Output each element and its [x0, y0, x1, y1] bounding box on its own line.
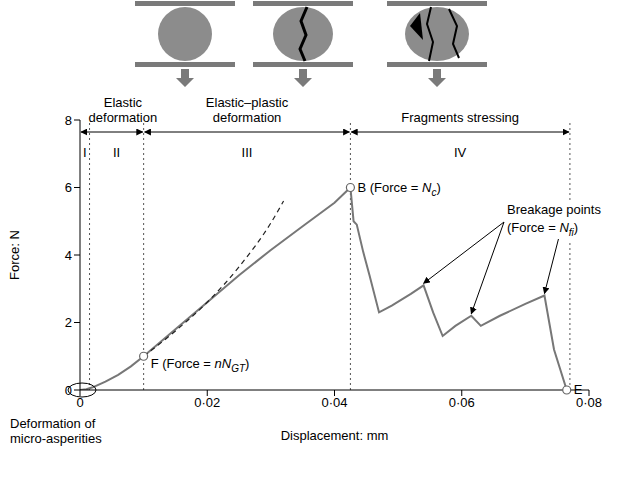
svg-text:0·06: 0·06 [449, 395, 475, 410]
svg-text:F (Force = nNGT): F (Force = nNGT) [151, 356, 250, 374]
svg-text:deformation: deformation [213, 110, 282, 125]
svg-text:Deformation of: Deformation of [10, 416, 96, 431]
svg-text:4: 4 [65, 248, 72, 263]
svg-text:Fragments stressing: Fragments stressing [401, 110, 519, 125]
svg-text:B (Force = Nc): B (Force = Nc) [357, 180, 440, 198]
svg-text:0: 0 [76, 395, 83, 410]
svg-text:0: 0 [65, 383, 72, 398]
svg-text:0·04: 0·04 [321, 395, 347, 410]
svg-text:6: 6 [65, 180, 72, 195]
svg-text:Displacement: mm: Displacement: mm [281, 428, 389, 443]
svg-text:0·02: 0·02 [194, 395, 220, 410]
svg-text:II: II [113, 145, 120, 160]
svg-text:IV: IV [454, 145, 467, 160]
svg-text:E: E [574, 382, 583, 397]
svg-text:0·08: 0·08 [576, 395, 602, 410]
svg-text:Force: N: Force: N [7, 230, 22, 280]
svg-text:(Force = Nfi): (Force = Nfi) [507, 220, 578, 238]
svg-text:Breakage points: Breakage points [507, 202, 601, 217]
svg-text:micro-asperities: micro-asperities [10, 431, 102, 446]
svg-text:8: 8 [65, 113, 72, 128]
svg-text:Elastic–plastic: Elastic–plastic [206, 95, 289, 110]
svg-text:deformation: deformation [89, 110, 158, 125]
svg-text:I: I [83, 145, 87, 160]
svg-text:2: 2 [65, 315, 72, 330]
svg-text:Elastic: Elastic [104, 95, 143, 110]
svg-text:III: III [242, 145, 253, 160]
